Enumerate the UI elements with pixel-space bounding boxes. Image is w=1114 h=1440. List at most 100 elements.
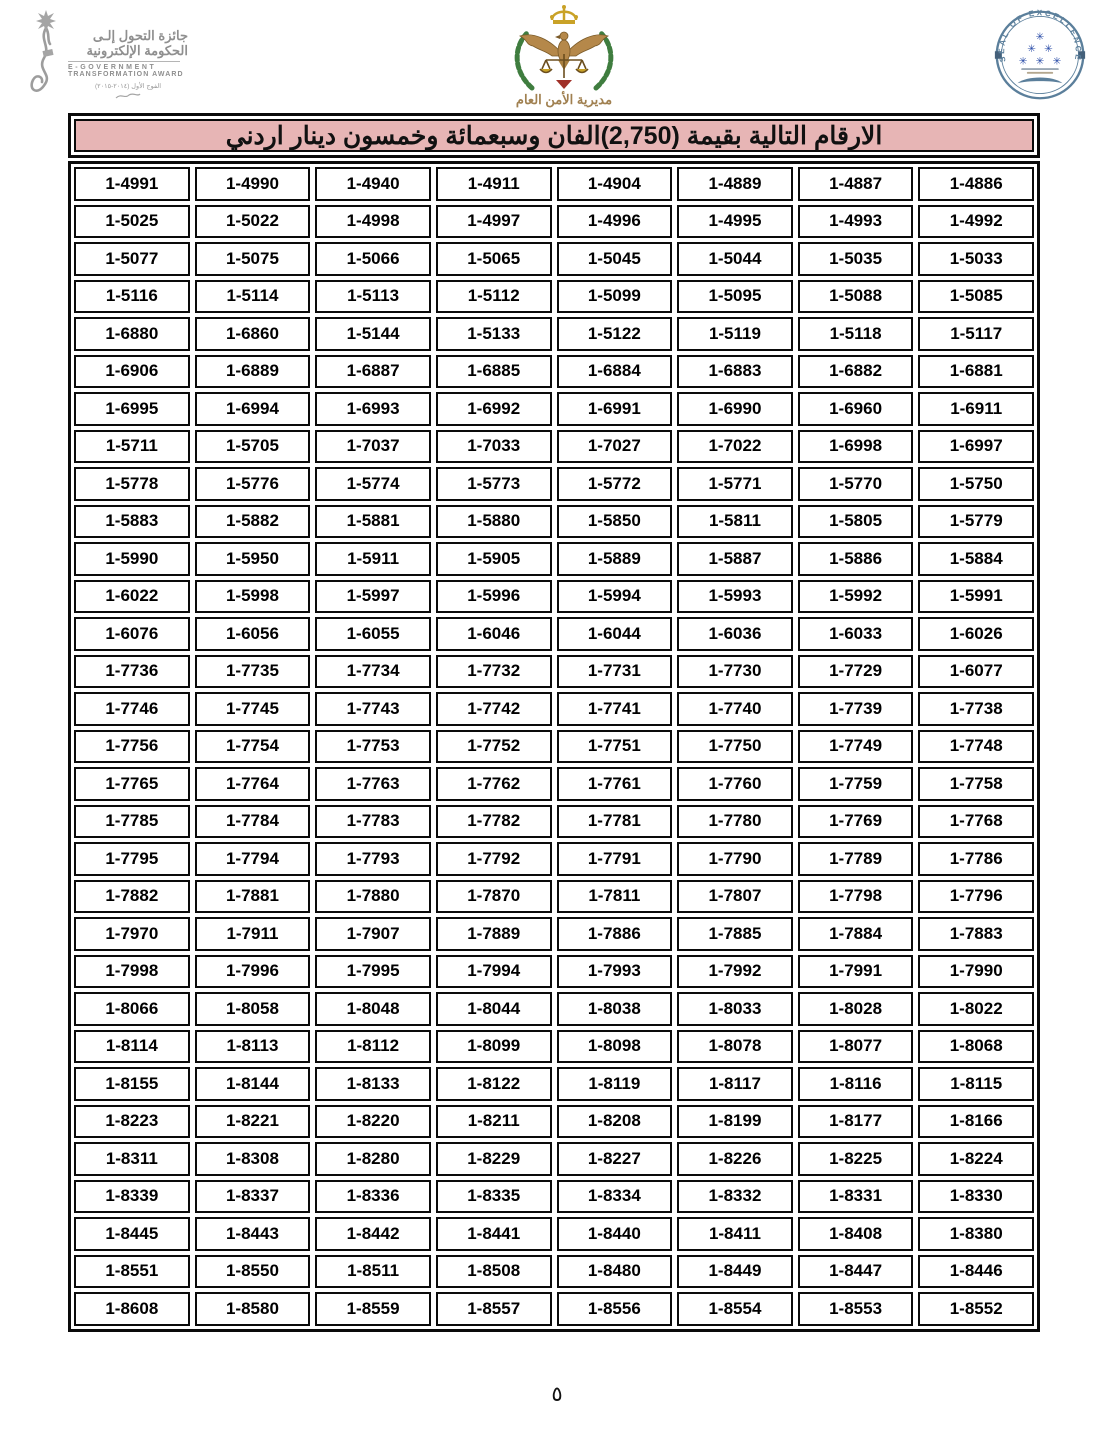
ticket-number-cell: 1-7792 [435, 842, 552, 876]
ticket-number-cell: 1-5776 [194, 467, 311, 501]
ticket-number-cell: 1-4998 [315, 204, 431, 238]
ticket-number-cell: 1-8048 [315, 992, 431, 1026]
ticket-number-cell: 1-6906 [74, 354, 190, 388]
ticket-number-cell: 1-5077 [74, 242, 190, 276]
ticket-number-cell: 1-7811 [556, 879, 673, 913]
ticket-number-cell: 1-8224 [918, 1142, 1034, 1176]
ticket-number-cell: 1-8557 [435, 1292, 552, 1326]
ticket-number-cell: 1-5099 [556, 279, 673, 313]
ticket-number-cell: 1-8119 [556, 1067, 673, 1101]
award-arabic-title-line1: جائزة التحول إلـى [92, 28, 188, 43]
public-security-emblem: مديرية الأمن العام [514, 5, 614, 108]
ticket-number-cell: 1-8508 [435, 1254, 552, 1288]
ticket-number-cell: 1-7880 [315, 879, 431, 913]
ticket-number-cell: 1-8280 [315, 1142, 431, 1176]
ticket-number-cell: 1-5044 [677, 242, 793, 276]
ticket-number-cell: 1-8556 [556, 1292, 673, 1326]
ticket-number-cell: 1-8112 [315, 1029, 431, 1063]
ticket-number-cell: 1-5771 [677, 467, 793, 501]
ticket-number-cell: 1-4990 [194, 167, 311, 201]
ticket-number-cell: 1-7736 [74, 654, 190, 688]
ticket-number-cell: 1-8211 [435, 1104, 552, 1138]
ticket-number-cell: 1-7037 [315, 429, 431, 463]
svg-text:✳: ✳ [1053, 55, 1062, 67]
ticket-number-cell: 1-5882 [194, 504, 311, 538]
seal-right-tab [1078, 51, 1086, 59]
ticket-number-cell: 1-8332 [677, 1179, 793, 1213]
ticket-number-cell: 1-7033 [435, 429, 552, 463]
ticket-number-cell: 1-7022 [677, 429, 793, 463]
ticket-number-cell: 1-7996 [194, 954, 311, 988]
ticket-number-cell: 1-8441 [435, 1217, 552, 1251]
ticket-number-cell: 1-6077 [918, 654, 1034, 688]
ticket-number-cell: 1-5035 [797, 242, 914, 276]
ticket-number-cell: 1-5990 [74, 542, 190, 576]
ticket-number-cell: 1-5085 [918, 279, 1034, 313]
ticket-number-cell: 1-6044 [556, 617, 673, 651]
ticket-number-cell: 1-5118 [797, 317, 914, 351]
ticket-number-cell: 1-7762 [435, 767, 552, 801]
award-trophy-figure-icon [30, 10, 56, 92]
ticket-number-cell: 1-7807 [677, 879, 793, 913]
award-arabic-title-line2: الحكومة الإلكترونية [86, 43, 188, 58]
ticket-number-cell: 1-7970 [74, 917, 190, 951]
ticket-number-cell: 1-4887 [797, 167, 914, 201]
crown-icon [550, 5, 578, 24]
ticket-number-cell: 1-8115 [918, 1067, 1034, 1101]
ticket-number-cell: 1-8177 [797, 1104, 914, 1138]
ticket-table-frame: 1-4991 1-4990 1-4940 1-4911 1-4904 1-4889 1-48… [68, 161, 1040, 1332]
ticket-number-cell: 1-8033 [677, 992, 793, 1026]
seal-of-excellence: SEAL OF EXCELLENCE ✳ ✳ ✳ ✳ ✳ ✳ [994, 8, 1086, 100]
ticket-number-cell: 1-7752 [435, 729, 552, 763]
ticket-number-cell: 1-6991 [556, 392, 673, 426]
ticket-number-cell: 1-8122 [435, 1067, 552, 1101]
seal-bottom-calligraphy [1017, 77, 1063, 84]
ticket-number-cell: 1-8445 [74, 1217, 190, 1251]
ticket-number-cell: 1-8550 [194, 1254, 311, 1288]
ticket-number-cell: 1-8337 [194, 1179, 311, 1213]
ticket-number-cell: 1-6026 [918, 617, 1034, 651]
ticket-number-cell: 1-5773 [435, 467, 552, 501]
ticket-number-cell: 1-5075 [194, 242, 311, 276]
ticket-number-cell: 1-7749 [797, 729, 914, 763]
ticket-number-cell: 1-7735 [194, 654, 311, 688]
ticket-number-cell: 1-6055 [315, 617, 431, 651]
seal-fine-print-lines [1021, 68, 1059, 74]
ticket-number-cell: 1-4995 [677, 204, 793, 238]
ticket-number-cell: 1-8038 [556, 992, 673, 1026]
ticket-number-cell: 1-7883 [918, 917, 1034, 951]
ticket-number-cell: 1-7756 [74, 729, 190, 763]
ticket-number-cell: 1-5117 [918, 317, 1034, 351]
ticket-number-cell: 1-8227 [556, 1142, 673, 1176]
ticket-number-cell: 1-8114 [74, 1029, 190, 1063]
ticket-number-cell: 1-5884 [918, 542, 1034, 576]
ticket-number-cell: 1-6911 [918, 392, 1034, 426]
ticket-number-cell: 1-5088 [797, 279, 914, 313]
ticket-number-cell: 1-8226 [677, 1142, 793, 1176]
seal-left-tab [994, 51, 1002, 59]
seal-stars: ✳ ✳ ✳ ✳ ✳ ✳ [1019, 31, 1062, 67]
ticket-number-cell: 1-8308 [194, 1142, 311, 1176]
ticket-number-cell: 1-8066 [74, 992, 190, 1026]
ticket-number-cell: 1-8221 [194, 1104, 311, 1138]
ticket-number-cell: 1-7754 [194, 729, 311, 763]
ticket-number-cell: 1-5144 [315, 317, 431, 351]
ticket-number-cell: 1-8554 [677, 1292, 793, 1326]
ticket-number-cell: 1-7751 [556, 729, 673, 763]
ticket-number-cell: 1-8551 [74, 1254, 190, 1288]
ticket-number-cell: 1-8335 [435, 1179, 552, 1213]
ticket-number-cell: 1-5778 [74, 467, 190, 501]
ticket-number-cell: 1-7789 [797, 842, 914, 876]
ticket-number-cell: 1-7741 [556, 692, 673, 726]
ticket-number-cell: 1-7998 [74, 954, 190, 988]
ticket-number-cell: 1-5811 [677, 504, 793, 538]
ticket-number-cell: 1-7764 [194, 767, 311, 801]
svg-text:✳: ✳ [1027, 43, 1036, 55]
ticket-number-cell: 1-8608 [74, 1292, 190, 1326]
ticket-number-cell: 1-7781 [556, 804, 673, 838]
ticket-number-cell: 1-8553 [797, 1292, 914, 1326]
ticket-number-cell: 1-7750 [677, 729, 793, 763]
ticket-number-cell: 1-7734 [315, 654, 431, 688]
scales-icon [539, 54, 589, 78]
ticket-number-cell: 1-5114 [194, 279, 311, 313]
